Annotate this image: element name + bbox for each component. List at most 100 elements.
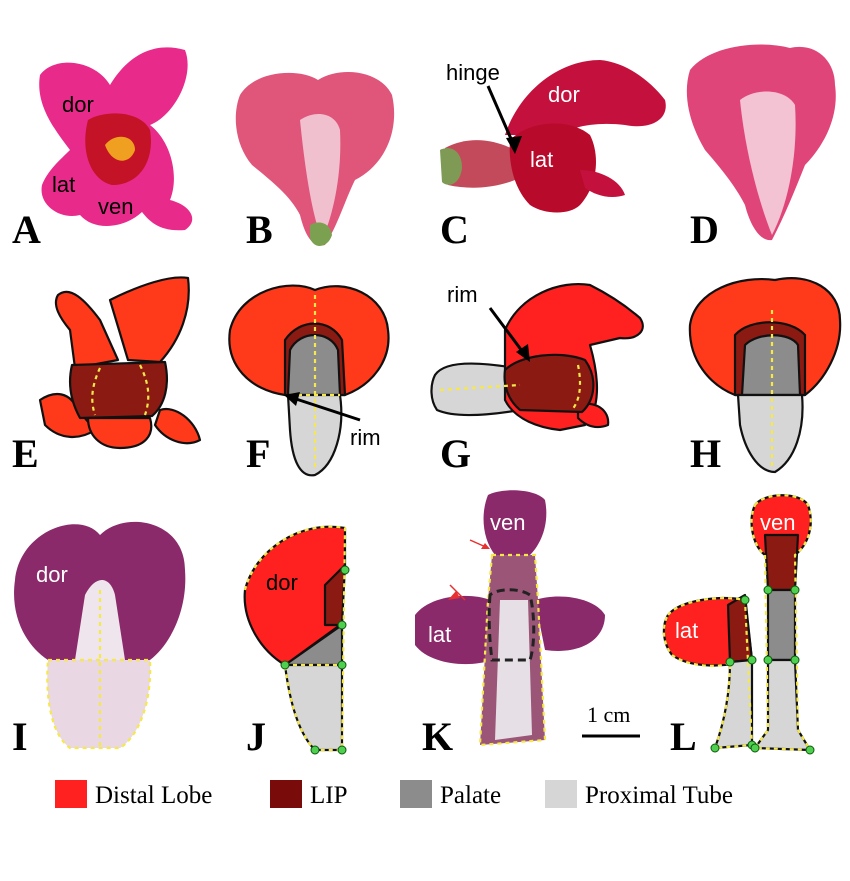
- panel-i-letter: I: [12, 714, 28, 759]
- panel-l-label-lat: lat: [675, 618, 698, 643]
- flower-c-tube: [445, 140, 515, 188]
- panel-l-schematic: ven lat L: [662, 494, 815, 759]
- i-center: [75, 580, 125, 660]
- l-node: [747, 655, 757, 665]
- legend-swatch-lip: [270, 780, 302, 808]
- l-node: [710, 743, 720, 753]
- k-inner: [495, 600, 532, 740]
- k-red-arrowhead-2: [448, 591, 460, 600]
- panel-a-label-dor: dor: [62, 92, 94, 117]
- l-node: [740, 595, 750, 605]
- j-node: [337, 620, 347, 630]
- k-palate-outline: [487, 588, 536, 662]
- panel-d-letter: D: [690, 207, 719, 252]
- k-red-arrow-2: [449, 584, 466, 601]
- l-ven-outline-dash: [750, 494, 812, 752]
- panel-f-callout-rim: rim: [350, 425, 381, 450]
- flower-b-calyx: [310, 222, 332, 246]
- h-proximal-tube: [736, 393, 804, 474]
- j-node: [280, 660, 290, 670]
- l-lat-outline-dash: [662, 597, 754, 750]
- legend-label-lip: LIP: [310, 782, 348, 809]
- l-ven-lip: [763, 533, 800, 592]
- g-dash: [439, 383, 521, 392]
- panel-e-letter: E: [12, 431, 39, 476]
- e-right-lat-lobe: [153, 407, 202, 445]
- panel-f-schematic: rim F: [228, 284, 390, 477]
- flower-d-tube: [740, 91, 796, 235]
- legend-swatch-proximal-tube: [545, 780, 577, 808]
- hinge-arrow-head: [506, 136, 522, 154]
- l-nodes: [710, 585, 815, 755]
- e-right-dor-lobe: [108, 276, 190, 364]
- scale-bar-label: 1 cm: [587, 702, 630, 727]
- flower-c-ven-lobe: [580, 170, 625, 198]
- rim-arrow-f-head: [284, 392, 300, 406]
- panel-e-schematic: E: [12, 276, 202, 476]
- f-proximal-tube: [286, 393, 343, 477]
- panel-b-photo: B: [235, 72, 395, 252]
- l-lat-proximal-tube: [713, 658, 754, 750]
- panel-k-photo: ven lat K: [415, 490, 605, 759]
- panel-b-letter: B: [246, 207, 273, 252]
- l-node: [725, 657, 735, 667]
- flower-a-yellow-palate: [105, 136, 135, 161]
- panel-j-letter: J: [246, 714, 266, 759]
- panel-a-photo: dor lat ven A: [12, 47, 193, 252]
- k-outline-dash: [478, 553, 547, 747]
- l-ven-proximal-tube: [753, 658, 812, 752]
- j-outline-dash: [243, 525, 347, 752]
- panel-c-callout-hinge: hinge: [446, 60, 500, 85]
- g-proximal-tube: [430, 362, 522, 416]
- l-lat-lip: [726, 593, 754, 664]
- legend-swatch-distal-lobe: [55, 780, 87, 808]
- j-node: [310, 745, 320, 755]
- e-dash-left: [91, 367, 101, 416]
- panel-i-photo: dor I: [12, 521, 186, 759]
- panel-h-schematic: H: [688, 277, 842, 476]
- e-ven-lobe: [86, 416, 153, 450]
- panel-l-label-ven: ven: [760, 510, 795, 535]
- panel-i-label-dor: dor: [36, 562, 68, 587]
- e-left-dor-lobe: [54, 290, 120, 370]
- panel-c-label-lat: lat: [530, 147, 553, 172]
- h-palate: [740, 334, 802, 397]
- legend: Distal Lobe LIP Palate Proximal Tube: [55, 780, 733, 809]
- panel-c-photo: dor lat hinge C: [440, 60, 666, 252]
- flower-c-dor-lobe: [505, 60, 666, 135]
- g-lip: [503, 353, 595, 414]
- panel-j-schematic: dor J: [243, 525, 350, 759]
- l-node: [763, 655, 773, 665]
- panel-k-label-lat: lat: [428, 622, 451, 647]
- panel-l-letter: L: [670, 714, 697, 759]
- l-node: [750, 743, 760, 753]
- flower-b-tube: [300, 114, 341, 240]
- l-node: [790, 655, 800, 665]
- flower-c-calyx: [440, 148, 462, 185]
- g-dash-2: [571, 364, 582, 411]
- legend-label-distal-lobe: Distal Lobe: [95, 782, 212, 809]
- panel-f-letter: F: [246, 431, 270, 476]
- panel-g-callout-rim: rim: [447, 282, 478, 307]
- j-node: [337, 660, 347, 670]
- l-node: [805, 745, 815, 755]
- k-lat-lobe-right: [535, 596, 605, 651]
- rim-arrow-g-head: [516, 344, 530, 362]
- l-node: [763, 585, 773, 595]
- panel-k-label-ven: ven: [490, 510, 525, 535]
- j-node: [337, 745, 347, 755]
- panel-j-label-dor: dor: [266, 570, 298, 595]
- scale-bar: 1 cm: [582, 702, 640, 738]
- panel-h-letter: H: [690, 431, 721, 476]
- e-lip-region: [69, 360, 169, 420]
- legend-label-palate: Palate: [440, 782, 501, 809]
- l-ven-palate: [766, 588, 797, 662]
- i-tube: [47, 660, 151, 748]
- legend-label-proximal-tube: Proximal Tube: [585, 782, 733, 809]
- panel-c-label-dor: dor: [548, 82, 580, 107]
- panel-a-label-ven: ven: [98, 194, 133, 219]
- panel-g-letter: G: [440, 431, 471, 476]
- k-lat-lobe-left: [415, 595, 492, 665]
